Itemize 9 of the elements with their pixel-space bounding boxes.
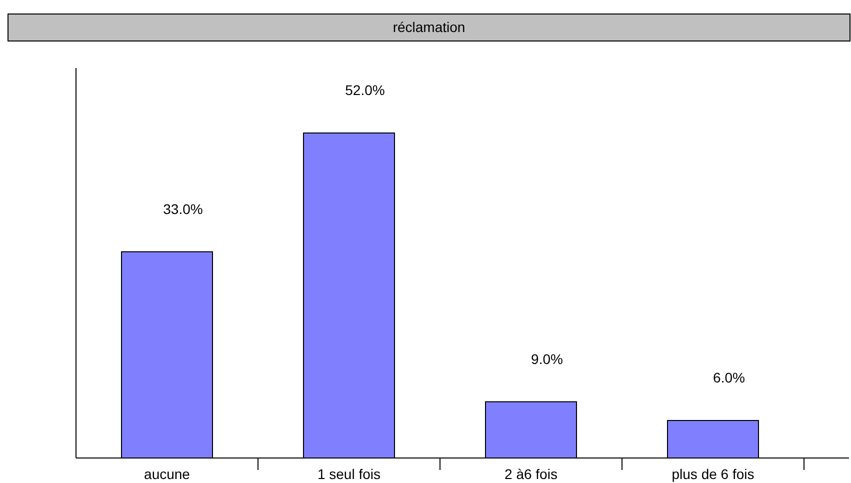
x-tick-label: aucune	[144, 466, 190, 482]
x-tick-label: plus de 6 fois	[672, 466, 754, 482]
data-label: 6.0%	[713, 370, 745, 386]
x-tick-label: 2 à6 fois	[504, 466, 558, 482]
chart-title: réclamation	[392, 19, 466, 35]
data-label: 9.0%	[531, 350, 563, 367]
data-label: 52.0%	[345, 82, 385, 98]
data-label: 33.0%	[163, 200, 203, 217]
x-tick-label: 1 seul fois	[317, 466, 381, 482]
